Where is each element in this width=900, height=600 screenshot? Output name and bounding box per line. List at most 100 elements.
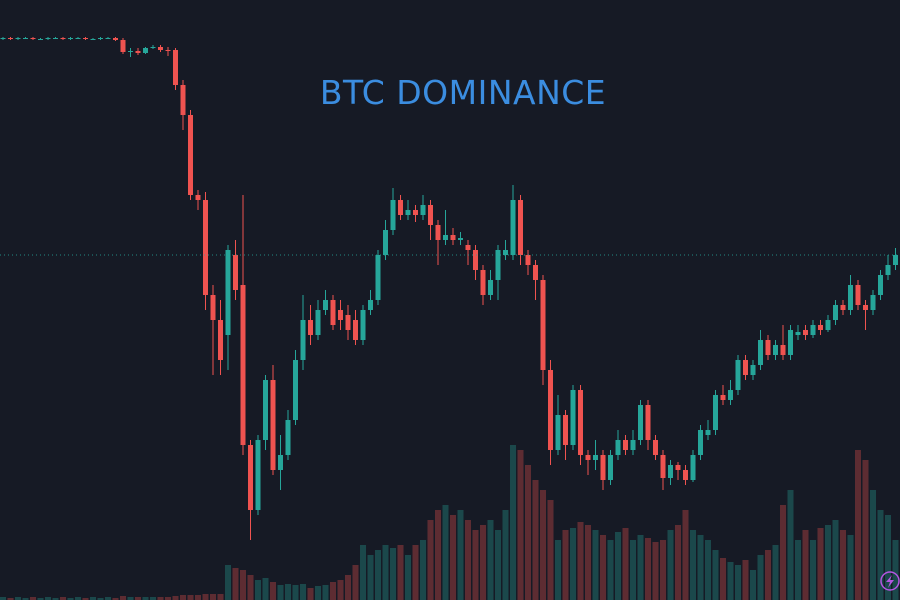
candle-body — [548, 370, 553, 450]
volume-bar — [720, 558, 726, 600]
volume-bar — [270, 582, 276, 600]
volume-bar — [682, 510, 689, 600]
candle-body — [330, 300, 336, 325]
volume-bar — [157, 597, 164, 600]
candle-body — [833, 305, 838, 320]
candle-body — [653, 440, 658, 455]
candle-body — [345, 315, 351, 330]
volume-bar — [307, 588, 314, 600]
volume-bar — [225, 565, 231, 600]
candle-body — [563, 415, 568, 445]
candle-body — [368, 300, 373, 310]
candle-body — [743, 360, 748, 375]
candle-body — [885, 265, 891, 275]
volume-bar — [300, 584, 306, 600]
candle-body — [263, 380, 268, 440]
candle-body — [75, 38, 81, 39]
candle-body — [720, 395, 726, 400]
candle-body — [795, 332, 801, 335]
candle-body — [840, 305, 846, 310]
candle-body — [480, 270, 486, 295]
volume-bar — [727, 562, 734, 600]
volume-bar — [832, 520, 839, 600]
volume-bar — [787, 490, 794, 600]
volume-bar — [285, 584, 291, 600]
candle-body — [158, 47, 163, 50]
volume-bar — [165, 597, 171, 600]
candle-body — [713, 395, 718, 430]
volume-bar — [660, 540, 666, 600]
volume-bar — [375, 550, 381, 600]
candle-body — [788, 330, 793, 355]
volume-bar — [547, 500, 554, 600]
volume-bar — [450, 515, 456, 600]
volume-bar — [187, 595, 194, 600]
candle-body — [465, 245, 471, 250]
candle-body — [308, 320, 313, 335]
volume-bar — [525, 465, 531, 600]
volume-bar — [0, 597, 6, 600]
lightning-button[interactable] — [880, 571, 900, 591]
candle-body — [30, 38, 36, 39]
volume-bar — [330, 582, 336, 600]
candle-body — [600, 455, 606, 480]
candle-body — [90, 39, 96, 40]
candle-body — [750, 365, 756, 375]
volume-bar — [562, 530, 569, 600]
candle-body — [510, 200, 516, 255]
volume-bar — [82, 598, 89, 600]
candle-body — [233, 255, 238, 290]
volume-bar — [855, 450, 861, 600]
volume-bar — [810, 540, 816, 600]
volume-bar — [600, 535, 606, 600]
candle-body — [23, 38, 28, 39]
volume-bar — [697, 535, 704, 600]
chart-title: BTC DOMINANCE — [320, 73, 606, 112]
candle-body — [630, 440, 636, 450]
candle-body — [113, 38, 118, 40]
volume-bar — [457, 510, 464, 600]
candle-body — [278, 455, 283, 470]
candle-body — [105, 38, 111, 39]
volume-bar — [427, 520, 434, 600]
volume-bar — [382, 545, 389, 600]
volume-bar — [217, 594, 224, 600]
volume-bar — [360, 545, 366, 600]
candle-body — [870, 295, 876, 310]
volume-bar — [735, 565, 741, 600]
volume-bar — [795, 540, 801, 600]
candle-body — [758, 340, 763, 365]
candle-body — [593, 455, 598, 460]
candle-body — [675, 465, 681, 470]
volume-bar — [442, 505, 449, 600]
volume-bar — [180, 595, 186, 600]
volume-bar — [742, 560, 749, 600]
volume-bar — [247, 575, 254, 600]
volume-bar — [90, 597, 96, 600]
candle-body — [555, 415, 561, 450]
candle-body — [128, 51, 133, 52]
volume-bar — [142, 597, 149, 600]
candle-body — [855, 285, 861, 305]
candle-body — [578, 390, 583, 455]
candle-body — [495, 250, 501, 280]
candle-body — [405, 210, 411, 215]
volume-bar — [322, 585, 329, 600]
volume-bar — [502, 510, 509, 600]
candle-body — [585, 455, 591, 460]
candle-body — [893, 255, 898, 265]
volume-bar — [712, 550, 719, 600]
candle-body — [45, 38, 51, 39]
candle-body — [435, 225, 441, 240]
volume-bar — [577, 522, 584, 600]
candle-body — [503, 250, 508, 255]
candle-body — [173, 50, 178, 85]
candle-body — [218, 320, 223, 360]
candle-body — [533, 265, 538, 280]
candle-body — [68, 38, 73, 39]
candle-body — [248, 445, 253, 510]
candle-body — [165, 50, 171, 51]
volume-layer — [0, 445, 899, 600]
volume-bar — [352, 565, 359, 600]
